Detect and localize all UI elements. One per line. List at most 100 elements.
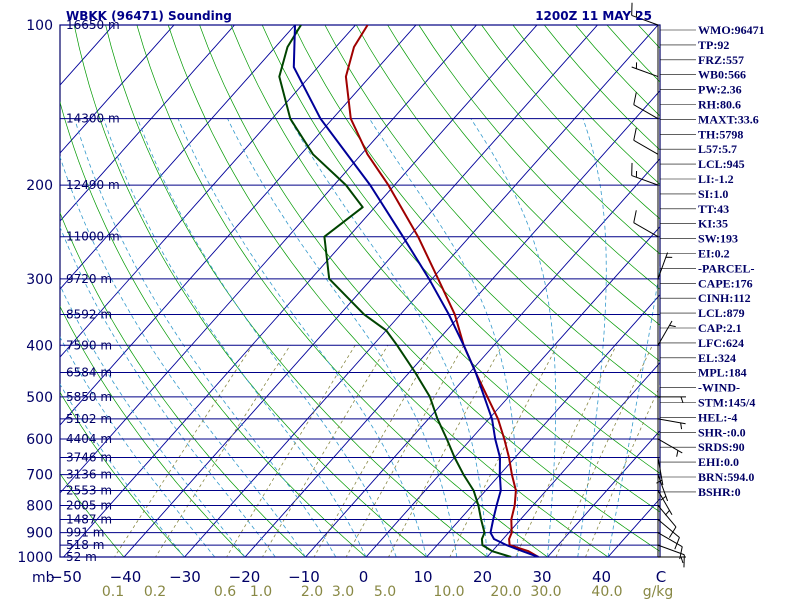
moist-adiabat: [177, 118, 427, 557]
pressure-tick-label: 600: [26, 432, 53, 448]
sounding-index-entry: SI:1.0: [698, 187, 728, 201]
sounding-index-entry: EHI:0.0: [698, 455, 739, 469]
isotherm-line: [365, 226, 660, 557]
isotherm-line: [62, 25, 538, 557]
pressure-tick-label: 700: [26, 468, 53, 484]
temperature-tick-label: −40: [110, 568, 142, 586]
mixing-ratio-tick-label: 30.0: [530, 584, 561, 600]
dry-adiabat: [387, 25, 660, 326]
wind-barb: [657, 320, 676, 346]
dry-adiabat: [418, 25, 660, 290]
sounding-index-entry: -PARCEL-: [698, 261, 754, 275]
parcel-line: [292, 25, 539, 557]
sounding-index-entry: CAPE:176: [698, 276, 753, 290]
chart-title: WBKK (96471) Sounding: [66, 9, 232, 23]
sounding-index-entry: SRDS:90: [698, 440, 745, 454]
wind-barb: [657, 418, 686, 430]
dry-adiabat: [167, 25, 609, 557]
moist-adiabat: [289, 118, 488, 557]
sounding-index-entry: BSHR:0: [698, 485, 741, 499]
mixing-ratio-tick-label: 0.2: [144, 584, 166, 600]
mixing-ratio-line: [585, 384, 660, 557]
sounding-index-entry: EL:324: [698, 351, 736, 365]
wind-barb: [631, 162, 659, 186]
moist-adiabat: [577, 118, 607, 557]
height-label: 3136 m: [66, 468, 112, 482]
sounding-index-entry: FRZ:557: [698, 53, 744, 67]
wind-barb: [631, 2, 659, 26]
mixing-ratio-line: [114, 345, 253, 557]
temperature-tick-label: 10: [413, 568, 432, 586]
dry-adiabat: [60, 472, 125, 557]
wind-barb: [658, 396, 686, 404]
wind-barb: [633, 92, 659, 120]
dry-adiabat: [355, 25, 660, 362]
height-label: 5850 m: [66, 390, 112, 404]
height-label: 2553 m: [66, 484, 112, 498]
height-label: 8592 m: [66, 307, 112, 321]
height-label: 1487 m: [66, 512, 112, 526]
dewpoint-line: [278, 25, 512, 557]
temperature-tick-label: −20: [229, 568, 261, 586]
wind-barb: [633, 127, 659, 155]
moist-adiabat: [103, 118, 367, 557]
mixing-ratio-tick-label: 5.0: [374, 584, 396, 600]
sounding-index-entry: MPL:184: [698, 366, 747, 380]
sounding-index-entry: L57:5.7: [698, 142, 737, 156]
height-label: 11000 m: [66, 230, 120, 244]
pressure-unit-label: mb: [32, 570, 55, 586]
sounding-index-entry: HEL:-4: [698, 410, 737, 424]
sounding-index-entry: LFC:624: [698, 336, 744, 350]
dry-adiabat: [199, 25, 660, 552]
mixing-ratio-line: [345, 345, 465, 557]
sounding-indices-panel: WMO:96471TP:92FRZ:557WB0:566PW:2.36RH:80…: [660, 23, 765, 499]
isotherm-line: [123, 25, 599, 557]
sounding-index-entry: EI:0.2: [698, 247, 730, 261]
mixing-ratio-line: [388, 345, 503, 557]
isotherm-line: [60, 25, 417, 426]
wind-barb: [657, 490, 673, 516]
isotherm-line: [60, 25, 357, 358]
dry-adiabat: [230, 25, 660, 513]
isotherm-line: [60, 25, 175, 154]
dry-adiabat: [261, 25, 660, 474]
dry-adiabat: [73, 25, 428, 557]
dry-adiabat: [60, 100, 367, 557]
pressure-tick-label: 1000: [17, 550, 53, 566]
temperature-tick-label: 20: [473, 568, 492, 586]
moist-adiabat: [369, 118, 519, 557]
mixing-ratio-line: [313, 345, 436, 557]
sounding-index-entry: BRN:594.0: [698, 470, 754, 484]
isotherm-line: [486, 361, 660, 557]
dry-adiabat: [60, 391, 185, 557]
height-label: 2005 m: [66, 498, 112, 512]
wind-barb: [657, 252, 673, 279]
height-label: 14300 m: [66, 112, 120, 126]
chart-time: 1200Z 11 MAY 25: [535, 9, 652, 23]
mixing-ratio-line: [155, 345, 291, 557]
pressure-tick-label: 900: [26, 526, 53, 542]
height-label: 12490 m: [66, 178, 120, 192]
height-label: 52 m: [66, 550, 97, 564]
isotherm-line: [244, 90, 660, 557]
isotherm-line: [546, 429, 660, 557]
temperature-tick-label: −30: [169, 568, 201, 586]
dry-adiabat: [324, 25, 660, 399]
isotherm-line: [304, 158, 660, 557]
wind-barb: [633, 210, 659, 238]
wind-barb: [657, 505, 677, 538]
height-label: 991 m: [66, 526, 104, 540]
isotherm-line: [60, 25, 478, 494]
sounding-index-entry: PW:2.36: [698, 83, 742, 97]
mixing-ratio-tick-label: 10.0: [433, 584, 464, 600]
dry-adiabat: [293, 25, 660, 436]
wind-barb: [657, 519, 680, 550]
temperature-tick-label: −50: [50, 568, 82, 586]
moist-adiabat: [60, 155, 306, 557]
height-label: 16650 m: [66, 18, 120, 32]
wind-barb: [657, 532, 683, 560]
sounding-index-entry: TH:5798: [698, 127, 743, 141]
height-label: 6584 m: [66, 366, 112, 380]
mixing-ratio-tick-label: 1.0: [250, 584, 272, 600]
